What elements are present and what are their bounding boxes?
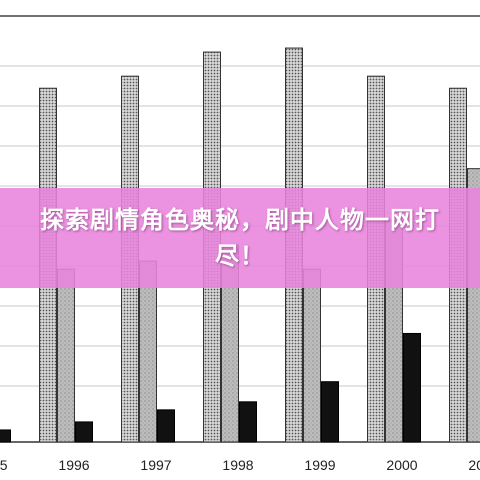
bar-solid-black-1999 (321, 381, 339, 443)
x-tick-2001: 2001 (468, 457, 480, 473)
bar-hatched-1997 (139, 260, 157, 443)
bar-solid-black-1996 (75, 421, 93, 443)
bar-hatched-1996 (57, 268, 75, 443)
bar-solid-black-1995 (0, 429, 11, 443)
bar-hatched-1999 (303, 268, 321, 443)
x-tick-1999: 1999 (304, 457, 335, 473)
x-tick-1997: 1997 (140, 457, 171, 473)
promo-banner: 探索剧情角色奥秘，剧中人物一网打尽！ (0, 188, 480, 288)
bar-solid-black-1997 (157, 409, 175, 443)
bar-solid-black-1998 (239, 401, 257, 443)
banner-text: 探索剧情角色奥秘，剧中人物一网打尽！ (40, 206, 440, 270)
x-tick-labels: 1995 1996 1997 1998 1999 2000 2001 (0, 457, 480, 473)
x-tick-1996: 1996 (58, 457, 89, 473)
x-tick-1995: 1995 (0, 457, 8, 473)
bar-solid-black-2000 (403, 332, 421, 443)
x-tick-1998: 1998 (222, 457, 253, 473)
x-tick-2000: 2000 (386, 457, 417, 473)
